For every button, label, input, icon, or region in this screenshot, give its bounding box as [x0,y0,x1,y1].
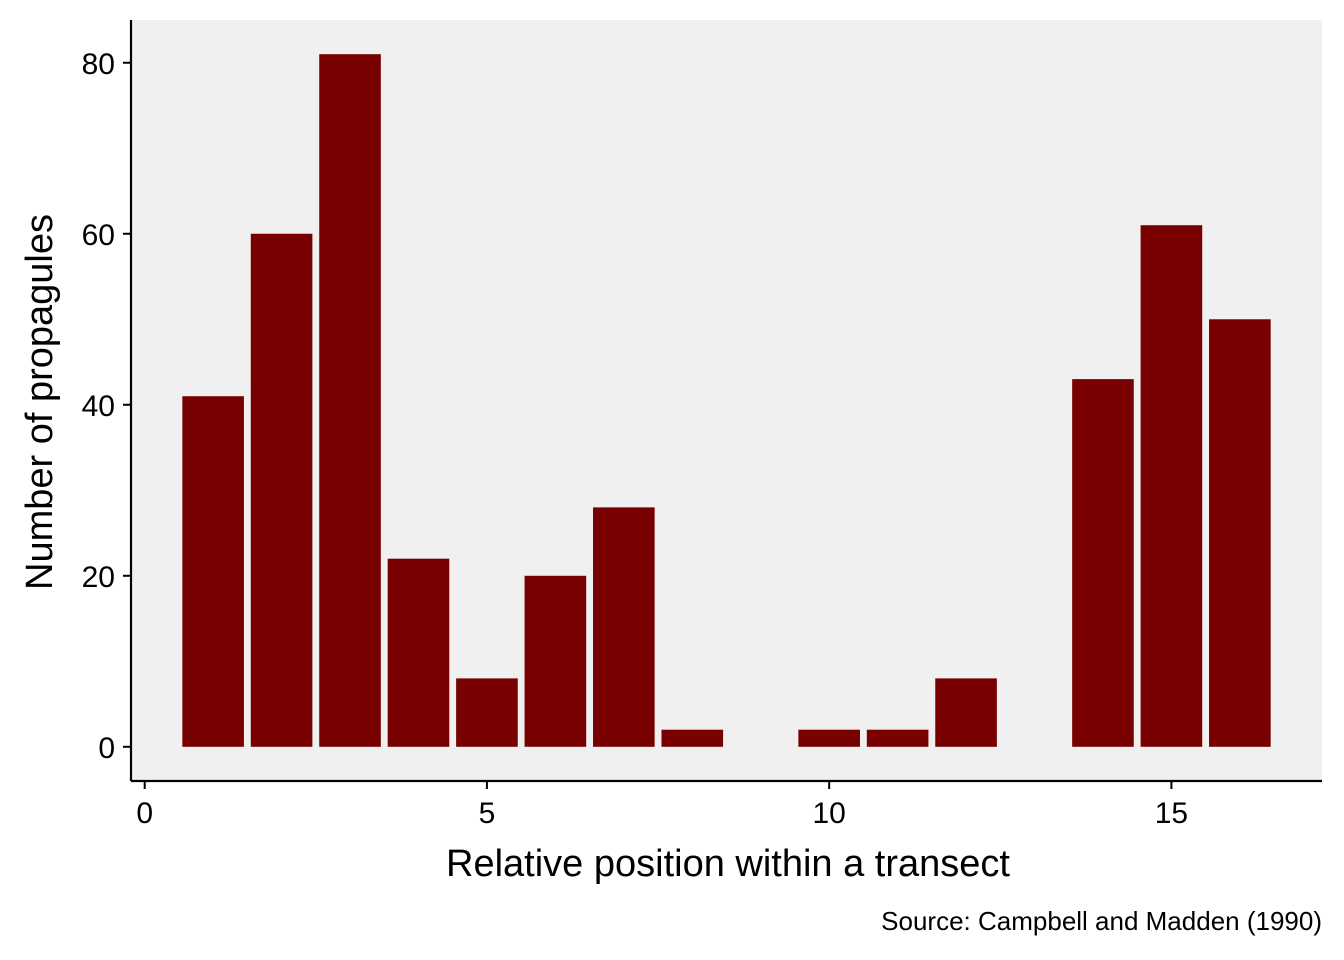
bar-position-8 [661,729,724,747]
x-tick-label-10: 10 [812,797,845,830]
y-tick-label-60: 60 [82,219,115,252]
bar-position-6 [524,575,587,747]
y-tick-label-80: 80 [82,48,115,81]
bar-position-4 [387,558,450,747]
x-tick-label-5: 5 [479,797,496,830]
source-caption: Source: Campbell and Madden (1990) [881,906,1322,936]
bar-position-16 [1209,319,1271,747]
bar-position-12 [935,678,997,747]
y-tick-label-20: 20 [82,561,115,594]
bar-position-15 [1140,225,1203,747]
bar-position-5 [456,678,518,747]
y-tick-label-40: 40 [82,390,115,423]
bar-position-11 [866,729,929,747]
bar-position-2 [250,233,313,747]
x-axis-title: Relative position within a transect [446,843,1010,885]
y-axis-ticks: 0 20 40 60 80 [82,48,131,765]
y-tick-label-0: 0 [98,732,115,765]
bar-position-1 [182,396,244,747]
x-axis-ticks: 0 5 10 15 [136,781,1188,830]
bar-position-14 [1072,379,1134,747]
bar-position-10 [798,729,860,747]
bar-position-3 [319,54,381,747]
bar-position-7 [593,507,655,747]
x-tick-label-0: 0 [136,797,153,830]
bars-group [182,54,1271,747]
x-tick-label-15: 15 [1155,797,1188,830]
y-axis-title: Number of propagules [19,214,61,590]
